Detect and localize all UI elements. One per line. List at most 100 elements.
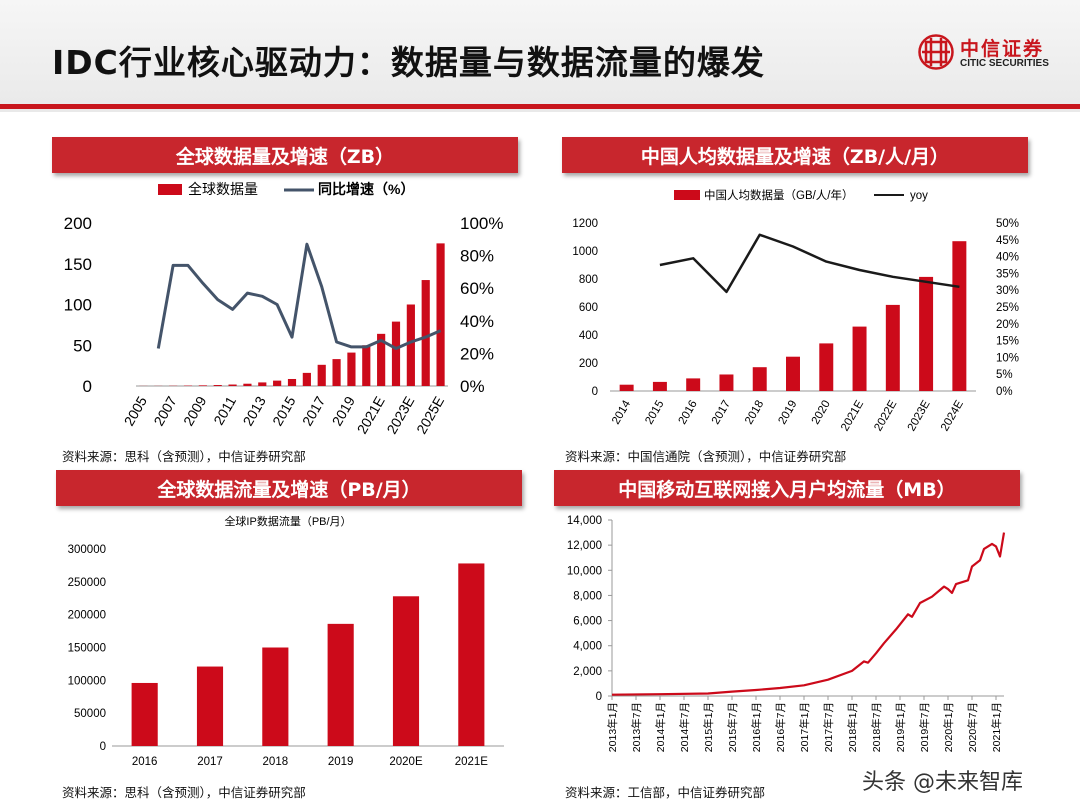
- y-left-tick-label: 200: [579, 358, 598, 370]
- x-tick-label: 2018: [743, 399, 766, 427]
- legend-swatch-bar: [674, 190, 700, 200]
- y-right-tick-label: 35%: [996, 268, 1019, 280]
- logo-text-en: CITIC SECURITIES: [960, 58, 1049, 69]
- y-right-tick-label: 100%: [460, 214, 503, 233]
- panel4-title: 中国移动互联网接入月户均流量（MB）: [554, 470, 1020, 506]
- panel1-title: 全球数据量及增速（ZB）: [52, 137, 518, 173]
- bar-ip-traffic: [327, 623, 354, 746]
- global-ip-traffic-chart: 全球IP数据流量（PB/月） 0 50000 100000 150000 200000 25…: [68, 514, 504, 768]
- x-tick-label: 2016年7月: [774, 702, 787, 752]
- y-tick-label: 6,000: [573, 616, 602, 628]
- bar-ip-traffic: [392, 596, 420, 746]
- bar-per-capita-data: [719, 374, 734, 391]
- x-tick-label: 2019年7月: [918, 702, 931, 752]
- bar-global-data: [243, 383, 252, 386]
- legend-label-line: yoy: [910, 190, 928, 202]
- y-right-tick-label: 15%: [996, 336, 1019, 348]
- bar-per-capita-data: [786, 356, 800, 391]
- panel4-source: 资料来源：工信部，中信证券研究部: [565, 785, 766, 800]
- bar-ip-traffic: [262, 647, 289, 746]
- x-tick-label: 2014: [610, 398, 633, 427]
- bar-global-data: [406, 304, 415, 386]
- bar-global-data: [287, 378, 297, 386]
- y-tick-label: 100000: [68, 675, 106, 687]
- y-tick-label: 0: [100, 741, 106, 753]
- bar-global-data: [273, 380, 282, 386]
- y-right-tick-label: 40%: [460, 312, 494, 331]
- panel1-source: 资料来源：思科（含预测），中信证券研究部: [62, 449, 306, 464]
- x-tick-label: 2009: [180, 393, 210, 428]
- y-right-tick-label: 0%: [460, 377, 485, 396]
- y-tick-label: 250000: [68, 577, 106, 589]
- bar-global-data: [436, 243, 445, 386]
- x-tick-label: 2021E: [455, 756, 489, 768]
- bar-per-capita-data: [752, 367, 767, 391]
- y-left-tick-label: 100: [64, 296, 92, 315]
- y-tick-label: 14,000: [567, 515, 602, 527]
- panel2-source: 资料来源：中国信通院（含预测），中信证券研究部: [565, 449, 847, 464]
- y-tick-label: 50000: [74, 708, 106, 720]
- y-left-tick-label: 600: [579, 302, 598, 314]
- x-tick-label: 2021E: [839, 398, 866, 433]
- y-tick-label: 4,000: [573, 641, 602, 653]
- x-tick-label: 2018年1月: [846, 702, 859, 752]
- y-right-tick-label: 0%: [996, 386, 1013, 398]
- line-growth-rate: [156, 242, 442, 350]
- line-yoy: [659, 233, 960, 294]
- bar-per-capita-data: [919, 276, 934, 391]
- legend-label-line: 同比增速（%）: [318, 181, 414, 197]
- x-tick-label: 2019: [328, 756, 354, 768]
- y-right-tick-label: 80%: [460, 247, 494, 266]
- y-tick-label: 150000: [68, 643, 106, 655]
- y-left-tick-label: 0: [592, 386, 598, 398]
- china-per-capita-data-chart: 中国人均数据量（GB/人/年） yoy 0 200 400 600 800 1000 1200 0…: [572, 188, 1019, 433]
- x-tick-label: 2014年1月: [654, 702, 667, 752]
- bar-global-data: [317, 364, 326, 386]
- x-tick-label: 2018: [263, 756, 289, 768]
- x-tick-label: 2013年1月: [606, 702, 619, 752]
- y-tick-label: 10,000: [567, 565, 602, 577]
- mobile-internet-traffic-chart: 0 2,000 4,000 6,000 8,000 10,000 12,000 14,000 2…: [567, 515, 1006, 752]
- bar-ip-traffic: [458, 563, 485, 746]
- x-tick-label: 2017: [299, 393, 329, 428]
- bar-ip-traffic: [131, 682, 158, 746]
- y-right-tick-label: 30%: [996, 285, 1019, 297]
- bar-per-capita-data: [619, 384, 634, 391]
- bar-per-capita-data: [652, 381, 667, 391]
- x-tick-label: 2014年7月: [678, 702, 691, 752]
- citic-logo-icon: [918, 34, 954, 70]
- y-tick-label: 200000: [68, 610, 106, 622]
- bar-global-data: [258, 382, 267, 386]
- x-tick-label: 2020: [810, 399, 833, 427]
- y-tick-label: 300000: [68, 544, 106, 556]
- x-tick-label: 2017年1月: [798, 702, 811, 752]
- bar-global-data: [362, 345, 371, 386]
- page-title: IDC行业核心驱动力：数据量与数据流量的爆发: [52, 43, 765, 82]
- bar-per-capita-data: [819, 343, 834, 391]
- logo-text-cn: 中信证券: [960, 38, 1045, 60]
- x-tick-label: 2016: [677, 399, 700, 427]
- bar-per-capita-data: [686, 378, 701, 391]
- panel3-title: 全球数据流量及增速（PB/月）: [56, 470, 522, 506]
- x-tick-label: 2015: [269, 393, 299, 428]
- bar-global-data: [332, 359, 341, 386]
- x-tick-label: 2021E: [354, 394, 388, 437]
- x-tick-label: 2019: [329, 393, 359, 428]
- bar-global-data: [421, 280, 430, 386]
- x-tick-label: 2019: [776, 399, 799, 427]
- legend-label-bar: 全球数据量: [188, 181, 258, 197]
- y-right-tick-label: 10%: [996, 352, 1019, 364]
- bar-global-data: [213, 385, 222, 386]
- y-left-tick-label: 50: [73, 336, 92, 355]
- y-left-tick-label: 1000: [572, 246, 598, 258]
- header-rule: [0, 104, 1080, 109]
- chart-title: 全球IP数据流量（PB/月）: [224, 514, 351, 528]
- x-tick-label: 2020E: [389, 756, 423, 768]
- x-tick-label: 2013: [239, 393, 269, 428]
- watermark: 头条 @未来智库: [862, 770, 1023, 795]
- y-left-tick-label: 0: [83, 377, 92, 396]
- y-left-tick-label: 400: [579, 330, 598, 342]
- x-tick-label: 2020年1月: [942, 702, 955, 752]
- x-tick-label: 2023E: [383, 394, 417, 437]
- y-left-tick-label: 800: [579, 274, 598, 286]
